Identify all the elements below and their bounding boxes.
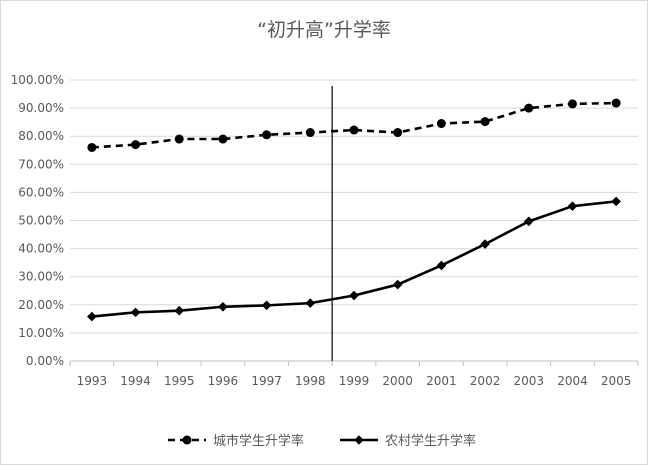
series-0-point xyxy=(436,119,446,129)
x-tick-label: 2000 xyxy=(382,374,413,388)
x-axis-tick-labels: 1993 1994 1995 1996 1997 1998 1999 2000 2001 2002… xyxy=(77,374,632,388)
x-tick-label: 1993 xyxy=(77,374,108,388)
y-tick-label: 50.00% xyxy=(18,214,64,228)
legend: 城市学生升学率 农村学生升学率 xyxy=(168,433,476,449)
series-0-point xyxy=(611,98,621,108)
series-1-point xyxy=(261,300,272,311)
legend-label-1: 农村学生升学率 xyxy=(385,433,476,449)
x-tick-label: 2001 xyxy=(426,374,457,388)
x-tick-label: 1994 xyxy=(120,374,151,388)
x-tick-label: 1999 xyxy=(339,374,370,388)
series-1-point xyxy=(436,260,447,271)
y-tick-label: 30.00% xyxy=(18,270,64,284)
series-0-point xyxy=(262,130,272,140)
series-0-point xyxy=(131,140,141,150)
series-0-point xyxy=(218,134,228,144)
series-0-point xyxy=(174,134,184,144)
series-0-point xyxy=(393,128,403,138)
y-tick-label: 40.00% xyxy=(18,242,64,256)
y-tick-label: 90.00% xyxy=(18,101,64,115)
series-1-point xyxy=(480,239,490,249)
series-line-0 xyxy=(91,101,617,149)
x-tick-label: 1995 xyxy=(164,374,195,388)
series-1-point xyxy=(349,290,359,301)
series-1-point xyxy=(87,311,97,322)
series-0-point xyxy=(524,103,534,113)
x-tick-label: 2005 xyxy=(601,374,632,388)
series-0-point xyxy=(349,125,359,135)
series-1-point xyxy=(218,301,228,312)
x-tick-label: 2002 xyxy=(470,374,501,388)
y-tick-label: 80.00% xyxy=(18,129,64,143)
series-0-point xyxy=(480,117,490,127)
y-tick-label: 20.00% xyxy=(18,298,64,312)
series-0-point xyxy=(87,142,97,152)
x-axis xyxy=(69,360,639,366)
series-0-point xyxy=(567,99,577,109)
series-0-point xyxy=(305,128,315,138)
x-tick-label: 1998 xyxy=(295,374,326,388)
x-tick-label: 2003 xyxy=(513,374,544,388)
series-1-point xyxy=(174,305,185,316)
y-axis-tick-labels: 0.00% 10.00% 20.00% 30.00% 40.00% 50.00% 60.00… xyxy=(11,73,64,368)
y-tick-label: 60.00% xyxy=(18,185,64,199)
y-tick-label: 100.00% xyxy=(11,73,64,87)
y-tick-label: 70.00% xyxy=(18,157,64,171)
chart-title: “初升高”升学率 xyxy=(257,19,391,41)
legend-label-0: 城市学生升学率 xyxy=(213,433,304,449)
y-tick-label: 10.00% xyxy=(18,326,64,340)
gridlines xyxy=(70,79,638,334)
x-tick-label: 1997 xyxy=(251,374,282,388)
series-1-point xyxy=(611,196,621,207)
series-1-point xyxy=(567,201,578,211)
x-tick-label: 1996 xyxy=(208,374,239,388)
legend-marker-0 xyxy=(182,435,192,445)
series-group xyxy=(87,98,621,322)
x-tick-label: 2004 xyxy=(557,374,588,388)
legend-marker-1 xyxy=(354,435,364,445)
series-1-point xyxy=(130,307,141,318)
y-tick-label: 0.00% xyxy=(26,354,64,368)
series-1-point xyxy=(523,216,534,227)
series-1-point xyxy=(392,279,403,290)
series-1-point xyxy=(305,298,316,308)
